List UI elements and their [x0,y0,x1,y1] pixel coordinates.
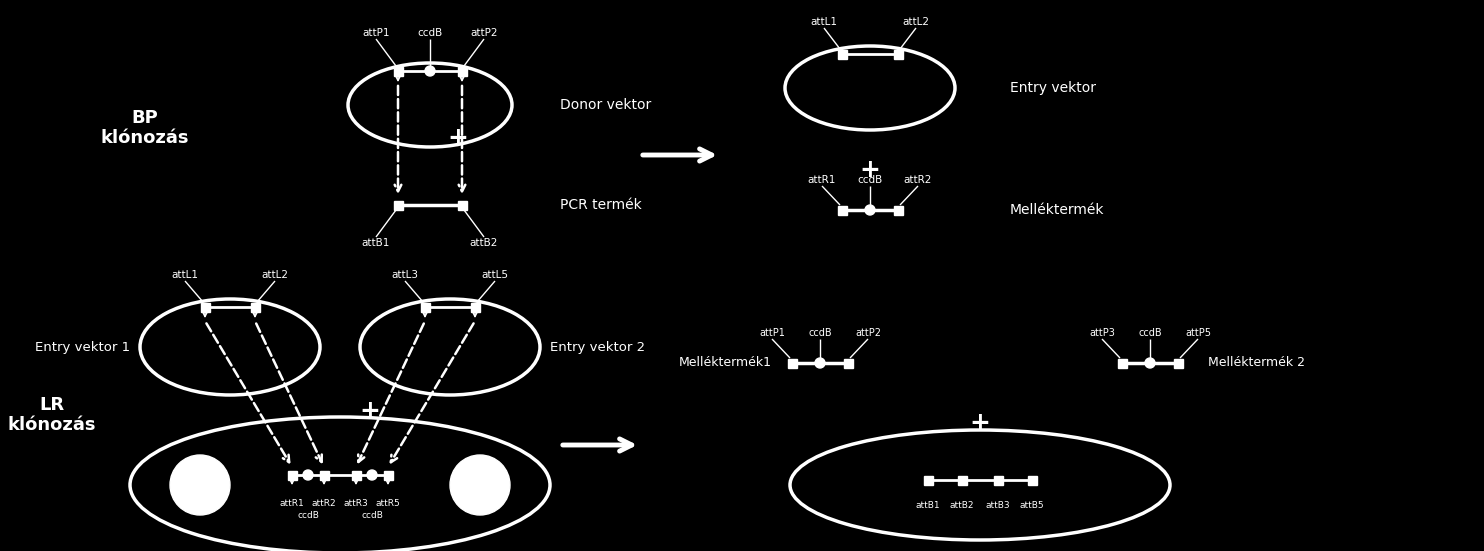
Text: ccdB: ccdB [297,510,319,520]
Text: attR3: attR3 [344,499,368,507]
Text: ccdB: ccdB [361,510,383,520]
Circle shape [865,205,876,215]
Text: attR1: attR1 [807,175,835,185]
Text: attP3: attP3 [1089,328,1114,338]
Text: Entry vektor: Entry vektor [1011,81,1097,95]
Text: attL3: attL3 [392,270,418,280]
Text: LR: LR [40,396,65,414]
Text: attB3: attB3 [985,500,1011,510]
Text: attB2: attB2 [950,500,975,510]
Text: attP5: attP5 [1186,328,1211,338]
Bar [470,302,479,311]
Text: attB2: attB2 [470,238,499,248]
Text: Donor vektor: Donor vektor [559,98,651,112]
Text: attL2: attL2 [902,17,929,27]
Text: +: + [859,158,880,182]
Text: attB1: attB1 [916,500,941,510]
Text: attR2: attR2 [904,175,932,185]
Bar [837,206,846,214]
Text: ccdB: ccdB [858,175,883,185]
Bar [383,471,392,479]
Text: +: + [359,399,380,423]
Text: ccdB: ccdB [1138,328,1162,338]
Circle shape [303,470,313,480]
Bar [457,201,466,209]
Text: attR1: attR1 [279,499,304,507]
Text: ccdB: ccdB [809,328,833,338]
Text: attR5: attR5 [375,499,401,507]
Circle shape [450,455,510,515]
Text: Melléktermék: Melléktermék [1011,203,1104,217]
Text: PCR termék: PCR termék [559,198,641,212]
Text: +: + [448,126,469,150]
Text: attL1: attL1 [810,17,837,27]
Text: attP1: attP1 [758,328,785,338]
Text: Melléktermék1: Melléktermék1 [680,356,772,370]
Text: attL1: attL1 [172,270,199,280]
Text: BP: BP [132,109,159,127]
Text: +: + [969,411,990,435]
Bar [1174,359,1183,368]
Bar [957,476,966,484]
Bar [1027,476,1036,484]
Bar [288,471,297,479]
Text: Melléktermék 2: Melléktermék 2 [1208,356,1304,370]
Bar [457,67,466,75]
Text: attR2: attR2 [312,499,337,507]
Bar [837,50,846,58]
Bar [1117,359,1126,368]
Text: attB5: attB5 [1020,500,1045,510]
Bar [420,302,429,311]
Text: attL5: attL5 [481,270,509,280]
Text: Entry vektor 1: Entry vektor 1 [36,341,131,354]
Bar [788,359,797,368]
Text: attL2: attL2 [261,270,288,280]
Text: klónozás: klónozás [7,416,96,434]
Bar [352,471,361,479]
Circle shape [815,358,825,368]
Bar [251,302,260,311]
Text: attP2: attP2 [470,28,497,38]
Text: attP1: attP1 [362,28,390,38]
Circle shape [171,455,230,515]
Circle shape [1146,358,1155,368]
Circle shape [424,66,435,76]
Bar [393,67,402,75]
Bar [319,471,328,479]
Text: ccdB: ccdB [417,28,442,38]
Bar [993,476,1003,484]
Bar [893,206,902,214]
Bar [893,50,902,58]
Bar [200,302,209,311]
Bar [843,359,852,368]
Text: klónozás: klónozás [101,129,190,147]
Text: Entry vektor 2: Entry vektor 2 [551,341,646,354]
Bar [923,476,932,484]
Text: attP2: attP2 [855,328,881,338]
Bar [393,201,402,209]
Text: attB1: attB1 [362,238,390,248]
Circle shape [367,470,377,480]
